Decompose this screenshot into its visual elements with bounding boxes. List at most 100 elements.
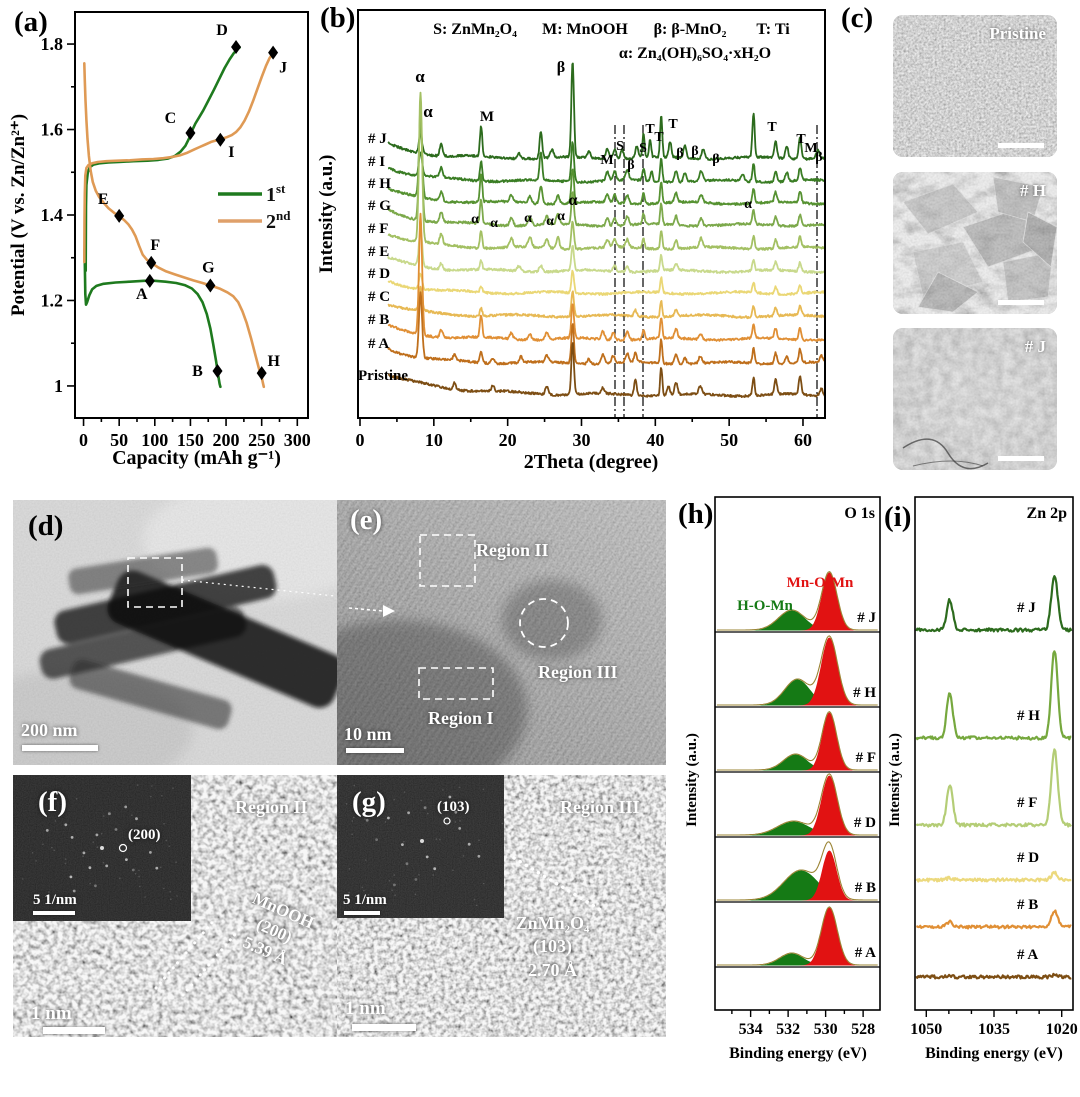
y-tick-label: 1.4 <box>41 205 64 225</box>
fft-inset <box>13 775 191 921</box>
xrd-curve-2 <box>387 116 824 206</box>
phase-key: S: ZnMn₂O₄ <box>433 21 517 38</box>
scale-bar-icon <box>998 300 1044 305</box>
region-ii-box <box>419 534 476 587</box>
peak-label: α <box>471 212 479 227</box>
lattice-image-region-ii <box>13 775 337 1037</box>
sem-texture <box>893 15 1057 157</box>
xrd-curve-1 <box>387 141 824 184</box>
h-o-mn-peak-4 <box>716 870 879 901</box>
xps-curve-1 <box>915 650 1072 741</box>
tem-scale-bar <box>22 745 98 751</box>
peak-label: M <box>600 153 613 168</box>
peak-label: α <box>569 192 578 209</box>
hrtem-image <box>337 500 666 765</box>
spectrum-label: # A <box>855 945 876 961</box>
zn2p-xps-chart: # J # H # F # D # B # A Zn 2p 1050 1035 1020 Bindi… <box>887 496 1078 1062</box>
x-tick-label: 50 <box>720 430 738 450</box>
x-axis-title: 2Theta (degree) <box>524 451 659 473</box>
region-i-label: Region I <box>428 708 494 728</box>
peak-label: β <box>676 146 683 161</box>
xps-curve-0 <box>915 575 1073 633</box>
component-label-h-o-mn: H-O-Mn <box>737 598 793 614</box>
x-tick-label: 300 <box>284 430 311 450</box>
panel-f-letter: (f) <box>38 786 67 818</box>
region-i-box <box>418 667 494 700</box>
panel-a-letter: (a) <box>14 6 48 38</box>
panel-g-letter: (g) <box>352 786 386 818</box>
y-tick-label: 1.2 <box>41 290 64 310</box>
spectrum-label: # H <box>853 685 876 701</box>
sem-image-j: # J <box>893 328 1057 470</box>
point-marker-E <box>114 208 125 223</box>
x-tick-label: 1050 <box>910 1021 942 1038</box>
peak-label: T <box>668 117 678 132</box>
point-marker-B <box>212 363 223 378</box>
sem-texture <box>893 328 1057 470</box>
y-axis-title: Intensity (a.u.) <box>887 733 903 827</box>
peak-label: M <box>804 141 817 156</box>
point-label-D: D <box>216 22 228 39</box>
point-label-I: I <box>228 144 234 161</box>
curve-label: # C <box>368 289 390 305</box>
peak-label: α <box>490 216 498 231</box>
x-axis-title: Capacity (mAh g⁻¹) <box>112 447 281 469</box>
sem-image-pristine: Pristine <box>893 15 1057 157</box>
y-axis-title: Intensity (a.u.) <box>684 733 700 827</box>
component-label-mn-o-mn: Mn-O-Mn <box>787 575 854 591</box>
hrtem-scale-bar <box>346 748 404 753</box>
sem-label-pristine: Pristine <box>989 24 1046 43</box>
envelope-1 <box>716 635 878 706</box>
envelope-2 <box>716 711 878 771</box>
sem-texture <box>893 172 1057 314</box>
phase-name: ZnMn₂O₄ <box>515 913 590 933</box>
point-label-E: E <box>98 191 109 208</box>
xrd-curve-0 <box>387 62 824 161</box>
series-2 <box>83 62 266 389</box>
fft-scale-bar <box>344 911 380 915</box>
x-tick-label: 1035 <box>978 1021 1010 1038</box>
panel-b-letter: (b) <box>320 2 356 34</box>
point-label-G: G <box>202 260 215 277</box>
envelope-0 <box>716 570 878 631</box>
peak-label: α <box>744 197 752 212</box>
peak-label: β <box>557 59 565 76</box>
lattice-spacing-line <box>181 923 245 997</box>
y-tick-label: 1.8 <box>41 34 64 54</box>
series-3 <box>83 50 276 264</box>
peak-label: β <box>691 144 698 159</box>
axis-box <box>357 9 826 419</box>
peak-label: T <box>796 132 806 147</box>
x-tick-label: 40 <box>646 430 664 450</box>
curve-label: # D <box>368 266 390 282</box>
h-o-mn-peak-5 <box>716 953 879 966</box>
tem-scale-text: 200 nm <box>21 720 78 740</box>
point-label-J: J <box>279 60 287 77</box>
xps-curve-4 <box>915 909 1072 930</box>
peak-label: S <box>639 141 647 156</box>
lattice-scale-text: 1 nm <box>345 998 386 1019</box>
fft-inset <box>337 775 504 918</box>
legend-label: 2nd <box>266 208 291 233</box>
x-tick-label: 60 <box>794 430 812 450</box>
region-ii-label: Region II <box>476 540 549 560</box>
x-tick-label: 0 <box>79 430 88 450</box>
peak-label: α <box>415 67 425 86</box>
fft-plane-label: (103) <box>437 799 470 815</box>
phase-key: T: Ti <box>756 21 790 38</box>
xrd-curve-4 <box>387 91 824 251</box>
o1s-xps-chart: # J # H # F # D # B # A O 1s Mn-O-Mn H-O-Mn 534 53… <box>684 496 881 1062</box>
fft-spot-marker <box>118 843 128 853</box>
xps-curve-5 <box>915 972 1072 980</box>
curve-label: # E <box>368 244 389 260</box>
sem-label-j: # J <box>1024 337 1046 356</box>
x-tick-label: 100 <box>141 430 168 450</box>
x-tick-label: 30 <box>572 430 590 450</box>
spectrum-label: # J <box>857 610 876 626</box>
peak-label: β <box>815 150 822 165</box>
lattice-scale-bar <box>352 1024 416 1031</box>
xps-curve-2 <box>915 748 1072 828</box>
lattice-scale-text: 1 nm <box>31 1003 72 1024</box>
y-axis-title: Potential (V vs. Zn/Zn²⁺) <box>8 114 29 316</box>
